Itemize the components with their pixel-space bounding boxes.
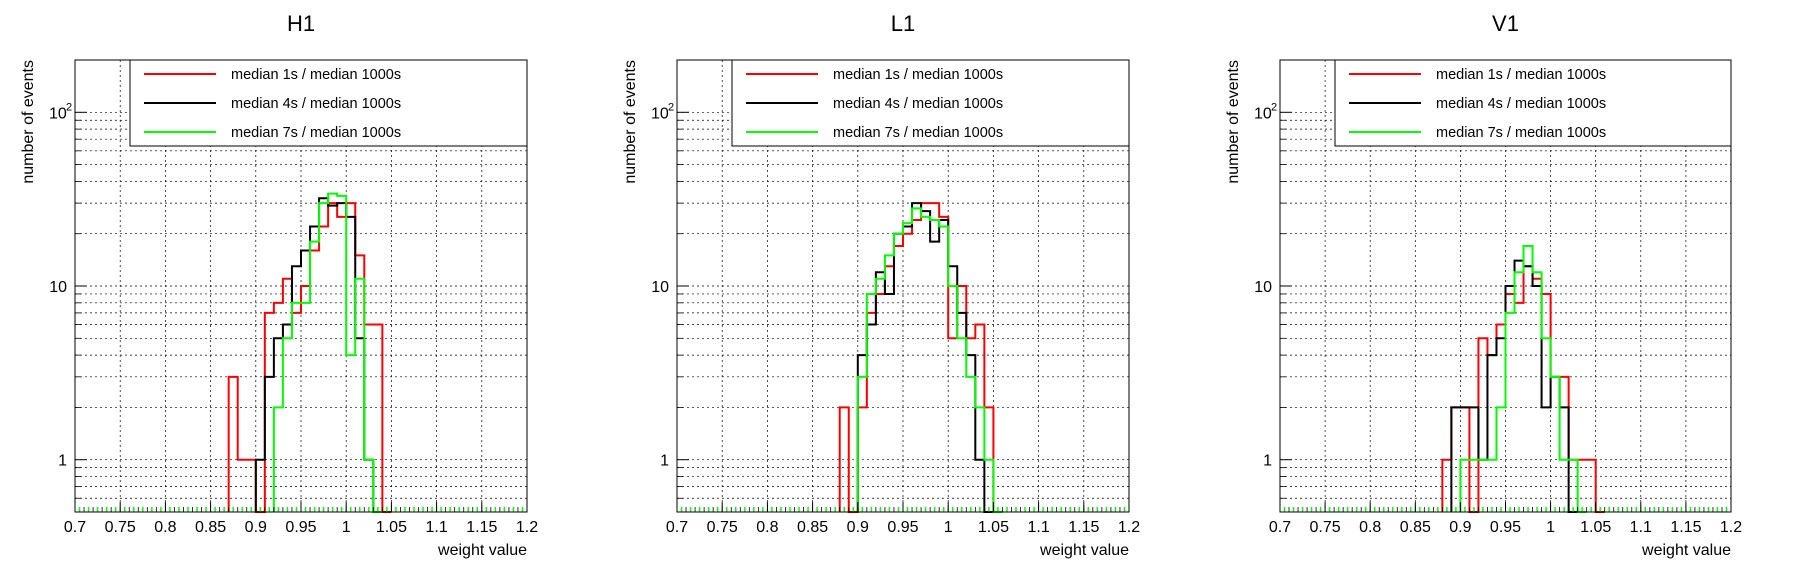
x-tick-label: 0.8 bbox=[756, 519, 778, 536]
chart-title: V1 bbox=[1492, 11, 1519, 36]
x-tick-label: 0.8 bbox=[154, 519, 176, 536]
x-tick-label: 0.7 bbox=[64, 519, 86, 536]
x-tick-label: 0.75 bbox=[1310, 519, 1341, 536]
legend: median 1s / median 1000s median 4s / medi… bbox=[731, 59, 1130, 147]
y-tick-label: 10 bbox=[1254, 279, 1272, 296]
x-tick-label: 0.7 bbox=[1269, 519, 1291, 536]
x-tick-label: 1.05 bbox=[1580, 519, 1611, 536]
legend-label: median 4s / median 1000s bbox=[833, 96, 1003, 112]
x-tick-label: 1 bbox=[342, 519, 351, 536]
x-axis-label: weight value bbox=[437, 542, 527, 559]
y-tick-label: 1 bbox=[1263, 453, 1272, 470]
baseline-marks bbox=[78, 507, 524, 512]
x-tick-label: 1.1 bbox=[425, 519, 447, 536]
legend: median 1s / median 1000s median 4s / medi… bbox=[129, 59, 528, 147]
y-tick-label-exponent: 2 bbox=[1271, 101, 1277, 113]
chart-panel-l1: L1 0.7 0.75 0.8 0.85 0.9 0.95 1 1.05 1.1 1.15 1.2 1 1… bbox=[622, 11, 1140, 559]
y-tick-label-exponent: 2 bbox=[66, 101, 72, 113]
series-line bbox=[272, 192, 383, 513]
x-tick-label: 0.9 bbox=[1449, 519, 1471, 536]
x-tick-label: 0.7 bbox=[666, 519, 688, 536]
x-tick-label: 0.9 bbox=[245, 519, 267, 536]
chart-panel-h1: H1 0.7 0.75 0.8 0.85 0.9 0.95 1 1.05 1.1 1.15 1.2 1 1… bbox=[20, 11, 538, 559]
x-tick-label: 0.85 bbox=[1400, 519, 1431, 536]
x-tick-label: 0.95 bbox=[285, 519, 316, 536]
x-tick-label: 0.95 bbox=[887, 519, 918, 536]
x-tick-label: 1.1 bbox=[1630, 519, 1652, 536]
x-tick-label: 1.05 bbox=[978, 519, 1009, 536]
legend-label: median 7s / median 1000s bbox=[1436, 125, 1606, 141]
x-tick-label: 1.2 bbox=[1720, 519, 1742, 536]
chart-title: H1 bbox=[287, 11, 315, 36]
x-tick-label: 1.1 bbox=[1027, 519, 1049, 536]
y-tick-label: 10 bbox=[49, 279, 67, 296]
x-tick-label: 1.15 bbox=[466, 519, 497, 536]
y-tick-label: 10 bbox=[49, 105, 67, 122]
y-axis-label: number of events bbox=[622, 60, 639, 184]
y-tick-label: 1 bbox=[58, 453, 67, 470]
baseline-marks bbox=[680, 507, 1126, 512]
y-tick-label: 10 bbox=[651, 105, 669, 122]
x-tick-label: 1.05 bbox=[376, 519, 407, 536]
x-tick-label: 0.75 bbox=[707, 519, 738, 536]
x-tick-label: 1.15 bbox=[1670, 519, 1701, 536]
legend-label: median 1s / median 1000s bbox=[833, 67, 1003, 83]
x-tick-label: 1.2 bbox=[1118, 519, 1140, 536]
chart-panel-v1: V1 0.7 0.75 0.8 0.85 0.9 0.95 1 1.05 1.1 1.15 1.2 1 1… bbox=[1225, 11, 1742, 559]
x-tick-label: 0.75 bbox=[105, 519, 136, 536]
y-tick-label-exponent: 2 bbox=[668, 101, 674, 113]
legend-label: median 1s / median 1000s bbox=[231, 67, 401, 83]
y-tick-label: 10 bbox=[1254, 105, 1272, 122]
x-tick-label: 0.8 bbox=[1359, 519, 1381, 536]
legend-label: median 7s / median 1000s bbox=[231, 125, 401, 141]
series-line bbox=[856, 202, 994, 513]
y-axis-label: number of events bbox=[1225, 60, 1242, 184]
legend-label: median 7s / median 1000s bbox=[833, 125, 1003, 141]
x-axis-label: weight value bbox=[1039, 542, 1129, 559]
y-tick-label: 10 bbox=[651, 279, 669, 296]
legend-label: median 4s / median 1000s bbox=[1436, 96, 1606, 112]
x-tick-label: 0.9 bbox=[847, 519, 869, 536]
x-axis-label: weight value bbox=[1641, 542, 1731, 559]
x-tick-label: 1.2 bbox=[516, 519, 538, 536]
y-tick-label: 1 bbox=[660, 453, 669, 470]
x-tick-label: 1 bbox=[944, 519, 953, 536]
x-tick-label: 0.95 bbox=[1490, 519, 1521, 536]
x-tick-label: 0.85 bbox=[797, 519, 828, 536]
chart-title: L1 bbox=[891, 11, 915, 36]
baseline-marks bbox=[1283, 507, 1728, 512]
series-line bbox=[838, 202, 1003, 513]
legend-label: median 4s / median 1000s bbox=[231, 96, 401, 112]
x-tick-label: 0.85 bbox=[195, 519, 226, 536]
x-tick-label: 1 bbox=[1546, 519, 1555, 536]
series-line bbox=[1459, 244, 1587, 513]
y-axis-label: number of events bbox=[20, 60, 37, 184]
legend: median 1s / median 1000s median 4s / medi… bbox=[1334, 59, 1732, 147]
series-line bbox=[856, 207, 1003, 513]
x-tick-label: 1.15 bbox=[1068, 519, 1099, 536]
legend-label: median 1s / median 1000s bbox=[1436, 67, 1606, 83]
